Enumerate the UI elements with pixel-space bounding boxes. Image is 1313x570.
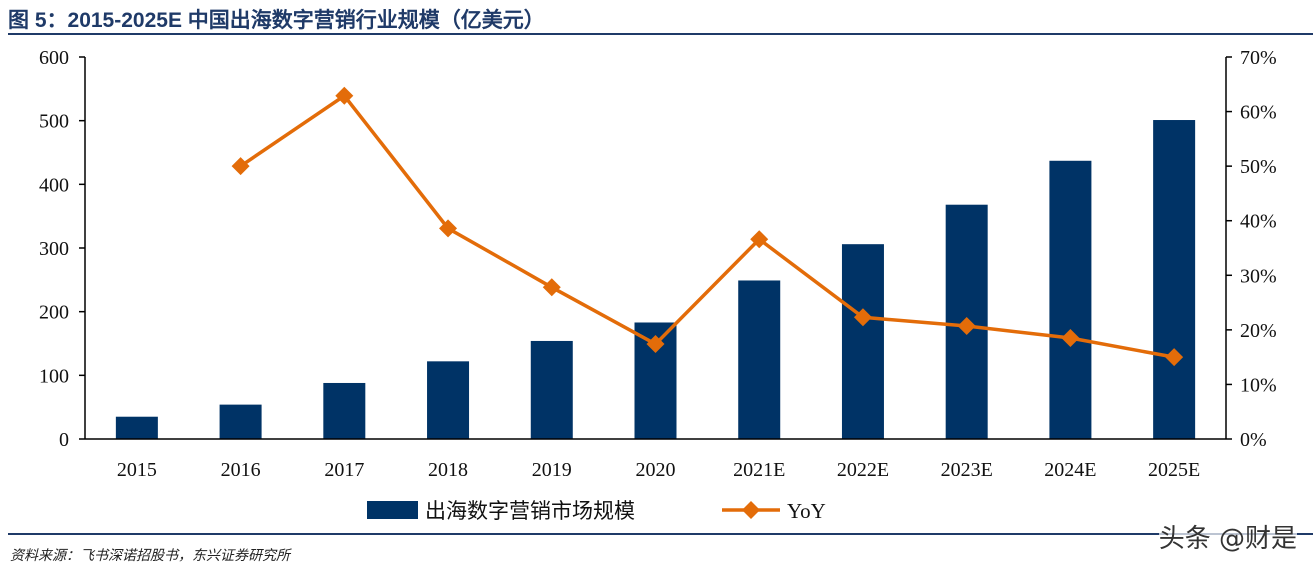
yoy-point-2016 xyxy=(231,157,250,176)
yoy-point-2023E xyxy=(957,317,976,336)
right-tick-label: 50% xyxy=(1240,156,1277,178)
x-tick-label: 2022E xyxy=(837,459,889,481)
legend-diamond-icon xyxy=(742,501,760,519)
right-tick-label: 70% xyxy=(1240,47,1277,69)
x-tick-label: 2020 xyxy=(636,459,676,481)
yoy-point-2024E xyxy=(1061,329,1080,348)
x-tick-label: 2025E xyxy=(1148,459,1200,481)
right-tick-label: 20% xyxy=(1240,320,1277,342)
left-tick-label: 600 xyxy=(39,47,69,69)
left-tick-label: 400 xyxy=(39,174,69,196)
x-tick-label: 2016 xyxy=(221,459,261,481)
left-tick-label: 300 xyxy=(39,238,69,260)
right-tick-label: 40% xyxy=(1240,211,1277,233)
right-tick-label: 0% xyxy=(1240,429,1267,451)
bar-2017 xyxy=(323,382,366,439)
right-tick-label: 60% xyxy=(1240,102,1277,124)
x-tick-label: 2018 xyxy=(428,459,468,481)
yoy-line xyxy=(239,93,1175,359)
right-tick-label: 30% xyxy=(1240,265,1277,287)
left-tick-label: 0 xyxy=(59,429,69,451)
x-tick-label: 2015 xyxy=(117,459,157,481)
yoy-point-2025E xyxy=(1165,348,1184,367)
bar-2018 xyxy=(427,361,470,439)
right-tick-label: 10% xyxy=(1240,374,1277,396)
x-tick-label: 2019 xyxy=(532,459,572,481)
left-tick-label: 200 xyxy=(39,302,69,324)
source-note: 资料来源：飞书深诺招股书，东兴证券研究所 xyxy=(10,548,290,564)
legend-bar-label: 出海数字营销市场规模 xyxy=(425,499,635,523)
x-tick-label: 2024E xyxy=(1044,459,1096,481)
x-tick-label: 2023E xyxy=(941,459,993,481)
legend-bar-swatch xyxy=(367,501,418,519)
footer-divider xyxy=(8,533,1313,535)
yoy-point-2017 xyxy=(335,86,354,105)
yoy-point-2020 xyxy=(646,335,665,354)
bar-2022E xyxy=(841,244,884,439)
bar-2016 xyxy=(219,404,262,439)
yoy-point-2021E xyxy=(750,230,769,249)
title-divider xyxy=(8,33,1313,35)
yoy-point-2018 xyxy=(439,219,458,238)
legend-line-label: YoY xyxy=(787,499,826,523)
bar-2019 xyxy=(530,340,573,439)
yoy-point-2019 xyxy=(542,278,561,297)
bar-2025E xyxy=(1153,120,1196,439)
left-tick-label: 100 xyxy=(39,365,69,387)
x-tick-label: 2017 xyxy=(324,459,364,481)
x-tick-label: 2021E xyxy=(733,459,785,481)
bar-2015 xyxy=(115,416,158,439)
bar-2021E xyxy=(738,280,781,439)
left-tick-label: 500 xyxy=(39,111,69,133)
yoy-point-2022E xyxy=(853,308,872,327)
watermark: 头条 @财是 xyxy=(1158,518,1297,555)
chart-title: 图 5：2015-2025E 中国出海数字营销行业规模（亿美元） xyxy=(8,9,545,32)
bar-2024E xyxy=(1049,160,1092,439)
